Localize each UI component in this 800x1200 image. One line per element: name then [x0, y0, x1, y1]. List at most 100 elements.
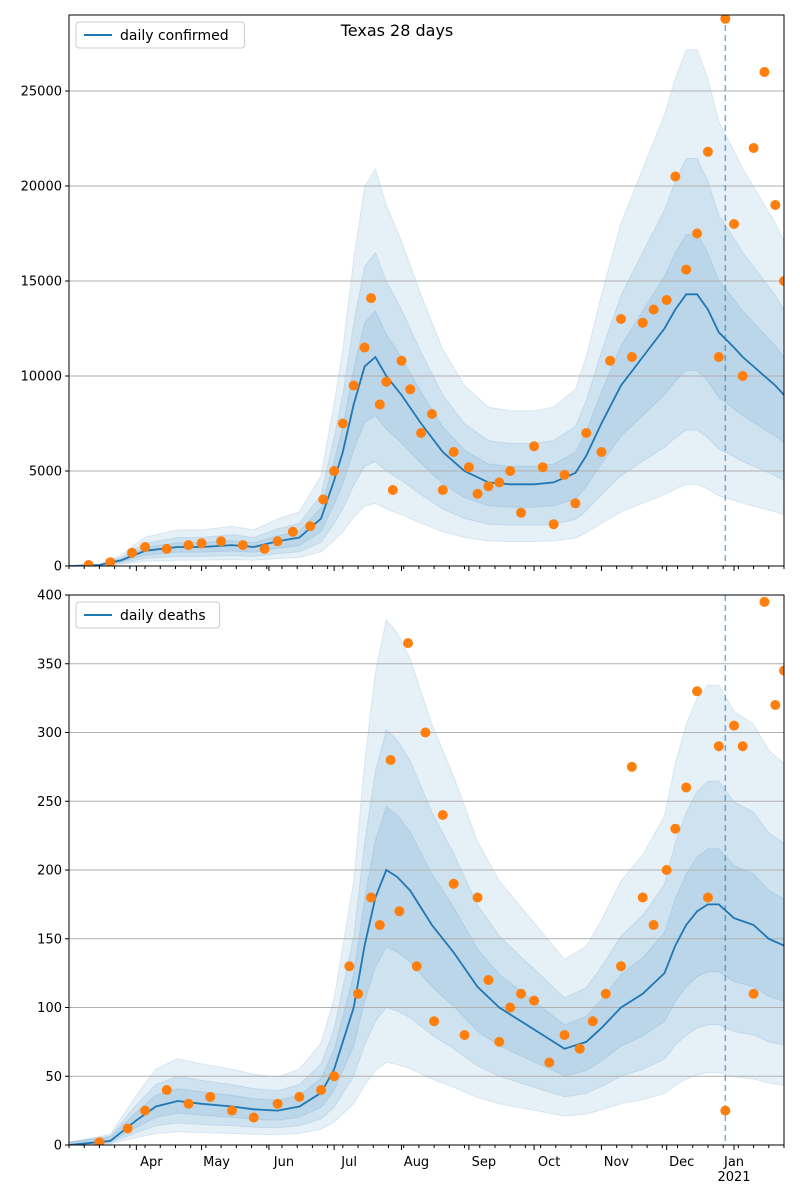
confirmed-legend-label: daily confirmed: [120, 28, 229, 44]
confirmed-point: [737, 371, 748, 381]
x-tick-label: Jan: [723, 1155, 744, 1170]
confirmed-point: [366, 293, 377, 304]
x-tick-label: May: [203, 1155, 230, 1170]
deaths-y-tick-label: 0: [54, 1139, 62, 1154]
deaths-point: [403, 638, 414, 649]
deaths-legend-label: daily deaths: [120, 608, 206, 624]
confirmed-point: [387, 485, 398, 495]
deaths-point: [183, 1098, 194, 1109]
confirmed-point: [681, 264, 692, 275]
deaths-point: [759, 596, 770, 607]
deaths-series-line: [69, 868, 784, 1145]
confirmed-point: [720, 15, 731, 24]
deaths-point: [661, 865, 672, 875]
deaths-y-tick-label: 200: [37, 864, 62, 879]
confirmed-y-ticks: 0 5000 10000 15000 20000 25000: [21, 85, 69, 575]
deaths-y-ticks: 0 50 100 150 200 250 300 350 400: [37, 589, 69, 1154]
deaths-y-tick-label: 100: [37, 1001, 62, 1016]
confirmed-frame: [68, 14, 785, 567]
confirmed-point: [183, 540, 194, 551]
confirmed-point: [272, 536, 283, 547]
confirmed-legend-box: [75, 21, 245, 49]
confirmed-point: [237, 540, 248, 551]
deaths-point: [516, 988, 527, 999]
confirmed-point: [374, 399, 385, 410]
confirmed-point: [127, 547, 138, 558]
confirmed-point: [648, 304, 659, 315]
deaths-band-1: [69, 618, 784, 1145]
confirmed-panel: 0 5000 10000 15000 20000 25000 daily confirme…: [21, 14, 785, 575]
confirmed-y-tick-label: 15000: [21, 275, 62, 290]
deaths-point: [574, 1043, 585, 1054]
confirmed-point: [381, 376, 392, 387]
confirmed-point: [463, 462, 474, 473]
confirmed-point: [505, 466, 516, 476]
confirmed-band-1: [69, 49, 784, 566]
x-tick-year-label: 2021: [717, 1170, 750, 1185]
confirmed-line: [69, 293, 784, 566]
deaths-point: [122, 1123, 133, 1134]
confirmed-point: [605, 355, 616, 366]
deaths-frame: [68, 594, 785, 1146]
confirmed-legend: daily confirmed: [75, 21, 245, 49]
deaths-points: [94, 596, 784, 1145]
x-tick-label: Jul: [340, 1155, 357, 1170]
deaths-point: [272, 1098, 283, 1109]
deaths-point: [737, 741, 748, 752]
deaths-point: [329, 1071, 340, 1082]
deaths-point: [411, 961, 422, 972]
x-tick-label: Sep: [472, 1155, 497, 1170]
confirmed-point: [416, 428, 427, 438]
confirmed-point: [626, 352, 637, 362]
deaths-y-tick-label: 300: [37, 726, 62, 741]
confirmed-points: [83, 15, 784, 566]
chart-title: Texas 28 days: [340, 21, 454, 40]
confirmed-point: [616, 314, 627, 324]
deaths-point: [529, 995, 540, 1006]
confirmed-y-tick-label: 20000: [21, 180, 62, 195]
confirmed-point: [396, 355, 407, 366]
deaths-y-tick-label: 250: [37, 795, 62, 810]
deaths-panel: 0 50 100 150 200 250 300 350 400 Apr May Jun Jul Aug…: [37, 589, 785, 1185]
confirmed-point: [161, 543, 172, 554]
deaths-y-tick-label: 350: [37, 657, 62, 672]
confirmed-point: [483, 481, 494, 492]
deaths-point: [483, 975, 494, 985]
confirmed-y-tick-label: 10000: [21, 370, 62, 385]
deaths-point: [637, 892, 648, 903]
confirmed-point: [337, 418, 348, 429]
confirmed-point: [770, 200, 781, 210]
deaths-point: [472, 892, 483, 903]
confirmed-point: [559, 469, 570, 480]
confirmed-band-2: [69, 157, 784, 566]
deaths-point: [600, 988, 611, 999]
confirmed-point: [596, 447, 607, 457]
deaths-point: [420, 727, 431, 738]
deaths-point: [366, 892, 377, 903]
deaths-point: [429, 1016, 440, 1027]
confirmed-point: [448, 447, 459, 457]
deaths-y-tick-label: 150: [37, 932, 62, 947]
confirmed-point: [637, 317, 648, 328]
confirmed-point: [548, 519, 559, 530]
deaths-point: [385, 755, 396, 765]
confirmed-point: [702, 146, 713, 157]
deaths-uncertainty-bands: [69, 618, 784, 1145]
confirmed-point: [516, 507, 527, 518]
deaths-point: [161, 1085, 172, 1095]
deaths-point: [702, 892, 713, 903]
x-tick-label: Dec: [669, 1155, 694, 1170]
confirmed-point: [759, 67, 770, 77]
deaths-y-tick-label: 50: [45, 1070, 62, 1085]
deaths-point: [692, 686, 703, 697]
deaths-point: [140, 1105, 151, 1116]
deaths-point: [559, 1030, 570, 1040]
confirmed-point: [426, 409, 437, 419]
confirmed-point: [729, 219, 740, 229]
deaths-point: [779, 665, 784, 676]
confirmed-point: [748, 143, 759, 153]
x-tick-label: Nov: [604, 1155, 630, 1170]
confirmed-point: [196, 538, 207, 549]
deaths-point: [494, 1036, 505, 1047]
